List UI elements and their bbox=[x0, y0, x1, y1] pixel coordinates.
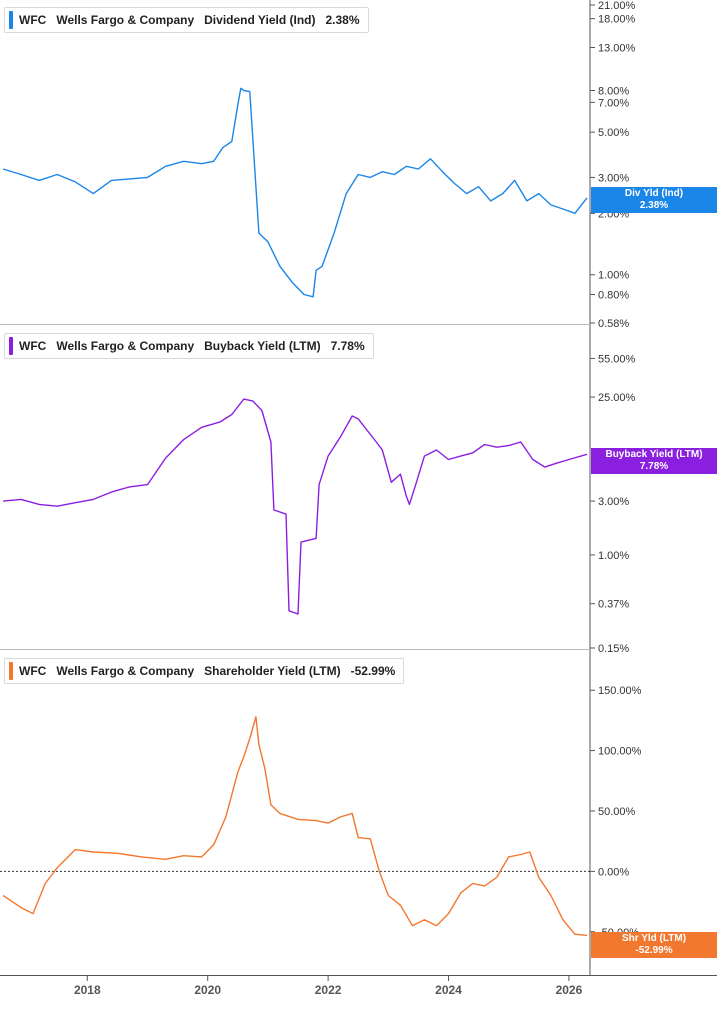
series-line bbox=[2, 716, 588, 937]
legend-value: 7.78% bbox=[330, 339, 365, 353]
y-tick-label: 1.00% bbox=[598, 270, 629, 282]
series-line bbox=[2, 398, 588, 615]
x-tick-label: 2026 bbox=[556, 983, 583, 997]
legend-company: Wells Fargo & Company bbox=[56, 13, 195, 27]
y-tick-label: 0.80% bbox=[598, 290, 629, 302]
legend-company: Wells Fargo & Company bbox=[56, 664, 195, 678]
y-tick-label: 0.37% bbox=[598, 599, 629, 611]
buyback-yield-legend[interactable]: WFC Wells Fargo & Company Buyback Yield … bbox=[4, 333, 374, 359]
dividend-yield-legend[interactable]: WFC Wells Fargo & Company Dividend Yield… bbox=[4, 7, 369, 33]
end-label-value: 7.78% bbox=[639, 461, 669, 472]
x-tick-label: 2022 bbox=[315, 983, 342, 997]
end-label-value: -52.99% bbox=[635, 945, 673, 956]
end-label-value: 2.38% bbox=[639, 200, 669, 211]
legend-value: -52.99% bbox=[350, 664, 396, 678]
legend-ticker: WFC bbox=[19, 339, 47, 353]
end-label-title: Buyback Yield (LTM) bbox=[605, 449, 703, 460]
y-tick-label: 13.00% bbox=[598, 42, 636, 54]
y-tick-label: 55.00% bbox=[598, 353, 636, 365]
legend-metric: Dividend Yield (Ind) bbox=[204, 13, 316, 27]
buyback-yield-end-label: Buyback Yield (LTM) 7.78% bbox=[591, 448, 717, 474]
y-tick-label: 5.00% bbox=[598, 127, 629, 139]
end-label-title: Shr Yld (LTM) bbox=[621, 933, 687, 944]
legend-swatch bbox=[9, 11, 13, 29]
y-tick-label: 25.00% bbox=[598, 392, 636, 404]
y-tick-label: 0.00% bbox=[598, 866, 629, 878]
y-tick-label: 18.00% bbox=[598, 14, 636, 26]
series-line bbox=[2, 87, 588, 298]
legend-value: 2.38% bbox=[325, 13, 360, 27]
x-tick-label: 2024 bbox=[435, 983, 462, 997]
y-tick-label: 1.00% bbox=[598, 550, 629, 562]
y-tick-label: 150.00% bbox=[598, 685, 642, 697]
x-tick-label: 2020 bbox=[194, 983, 221, 997]
legend-swatch bbox=[9, 662, 13, 680]
y-tick-label: 0.15% bbox=[598, 643, 629, 655]
y-tick-label: 0.58% bbox=[598, 318, 629, 330]
legend-metric: Buyback Yield (LTM) bbox=[204, 339, 321, 353]
y-tick-label: 50.00% bbox=[598, 806, 636, 818]
y-tick-label: 3.00% bbox=[598, 172, 629, 184]
legend-ticker: WFC bbox=[19, 664, 47, 678]
y-tick-label: 21.00% bbox=[598, 0, 636, 12]
x-tick-label: 2018 bbox=[74, 983, 101, 997]
legend-ticker: WFC bbox=[19, 13, 47, 27]
dividend-yield-end-label: Div Yld (Ind) 2.38% bbox=[591, 187, 717, 213]
shareholder-yield-legend[interactable]: WFC Wells Fargo & Company Shareholder Yi… bbox=[4, 658, 405, 684]
y-tick-label: 8.00% bbox=[598, 86, 629, 98]
y-tick-label: 100.00% bbox=[598, 746, 642, 758]
shareholder-yield-end-label: Shr Yld (LTM) -52.99% bbox=[591, 932, 717, 958]
y-tick-label: 3.00% bbox=[598, 496, 629, 508]
legend-swatch bbox=[9, 337, 13, 355]
end-label-title: Div Yld (Ind) bbox=[624, 188, 684, 199]
legend-metric: Shareholder Yield (LTM) bbox=[204, 664, 341, 678]
y-tick-label: 7.00% bbox=[598, 97, 629, 109]
legend-company: Wells Fargo & Company bbox=[56, 339, 195, 353]
